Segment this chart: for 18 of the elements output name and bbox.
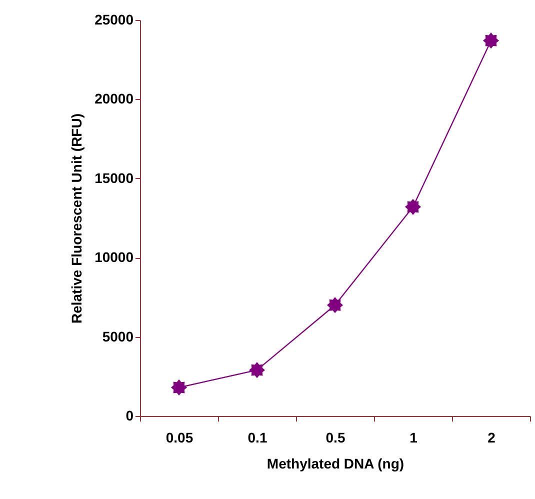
x-tick-label: 0.05 — [166, 430, 194, 446]
y-axis-title: Relative Fluorescent Unit (RFU) — [68, 113, 85, 324]
y-tick-label: 25000 — [94, 12, 134, 28]
point — [170, 379, 188, 396]
y-tick-label: 0 — [126, 408, 134, 424]
y-tick-label: 5000 — [102, 328, 134, 344]
point — [248, 362, 266, 378]
y-tick-label: 20000 — [94, 90, 134, 107]
x-tick-label: 0.1 — [248, 430, 268, 446]
point — [326, 297, 344, 314]
x-tick-label: 0.5 — [326, 430, 346, 446]
point — [482, 32, 500, 49]
y-tick-label: 15000 — [94, 170, 134, 186]
y-tick-label: 10000 — [94, 249, 134, 266]
x-axis-title: Methylated DNA (ng) — [266, 456, 404, 472]
x-tick-label: 2 — [488, 430, 496, 446]
x-tick-label: 1 — [410, 430, 418, 446]
point — [404, 198, 422, 215]
